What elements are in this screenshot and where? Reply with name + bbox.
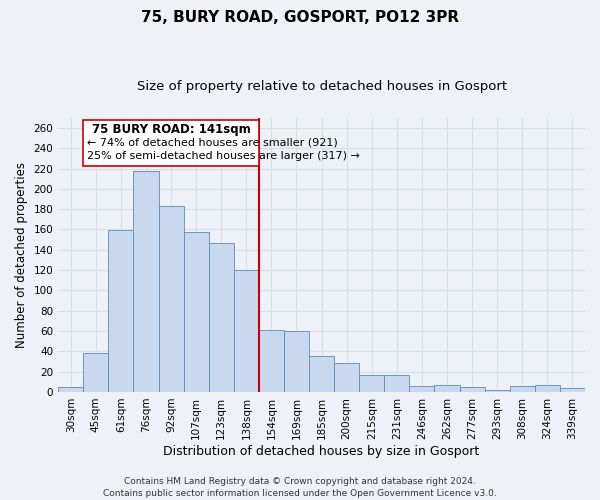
Bar: [109, 230, 133, 392]
Bar: [434, 385, 460, 392]
Title: Size of property relative to detached houses in Gosport: Size of property relative to detached ho…: [137, 80, 506, 93]
Bar: [560, 388, 585, 392]
Bar: [334, 362, 359, 392]
Text: 75, BURY ROAD, GOSPORT, PO12 3PR: 75, BURY ROAD, GOSPORT, PO12 3PR: [141, 10, 459, 25]
Text: Contains public sector information licensed under the Open Government Licence v3: Contains public sector information licen…: [103, 488, 497, 498]
FancyBboxPatch shape: [83, 120, 259, 166]
Bar: [209, 242, 234, 392]
Bar: [385, 374, 409, 392]
Bar: [359, 374, 385, 392]
X-axis label: Distribution of detached houses by size in Gosport: Distribution of detached houses by size …: [163, 444, 480, 458]
Bar: [133, 170, 158, 392]
Bar: [485, 390, 510, 392]
Bar: [184, 232, 209, 392]
Bar: [58, 387, 83, 392]
Text: ← 74% of detached houses are smaller (921): ← 74% of detached houses are smaller (92…: [87, 137, 338, 147]
Y-axis label: Number of detached properties: Number of detached properties: [15, 162, 28, 348]
Bar: [535, 385, 560, 392]
Bar: [83, 354, 109, 392]
Bar: [409, 386, 434, 392]
Bar: [259, 330, 284, 392]
Bar: [158, 206, 184, 392]
Bar: [510, 386, 535, 392]
Bar: [309, 356, 334, 392]
Text: 25% of semi-detached houses are larger (317) →: 25% of semi-detached houses are larger (…: [87, 152, 360, 162]
Bar: [234, 270, 259, 392]
Text: Contains HM Land Registry data © Crown copyright and database right 2024.: Contains HM Land Registry data © Crown c…: [124, 477, 476, 486]
Text: 75 BURY ROAD: 141sqm: 75 BURY ROAD: 141sqm: [92, 123, 250, 136]
Bar: [460, 387, 485, 392]
Bar: [284, 331, 309, 392]
